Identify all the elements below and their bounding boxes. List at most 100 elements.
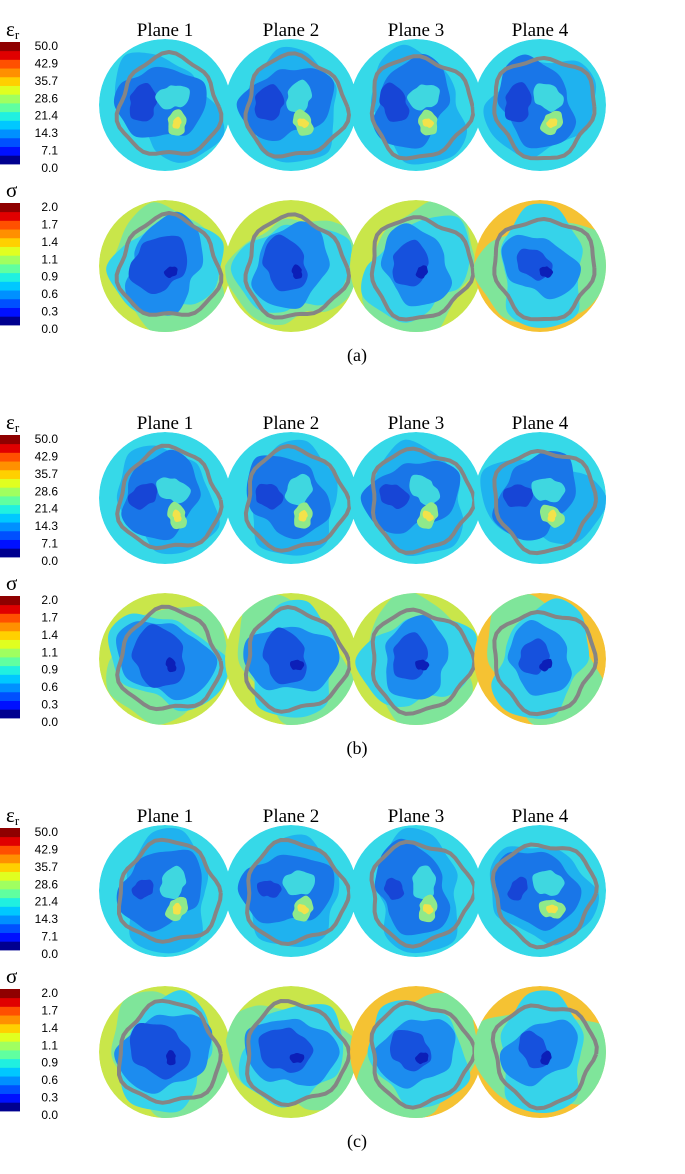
colorbar-segment [0,1076,20,1086]
colorbar-segment [0,111,20,121]
colorbar-symbol: εr [6,17,20,42]
boundary [243,212,352,320]
contour-region [127,483,158,510]
boundary [490,1003,599,1111]
colorbar-segment [0,1067,20,1077]
contour-region [297,904,309,915]
colorbar-segment [0,665,20,675]
contour-region [546,118,558,129]
colorbar-segment [0,76,20,86]
colorbar-segment [0,1050,20,1060]
colorbar-tick: 2.0 [41,200,58,214]
contour-region [156,477,191,504]
contour-region [256,880,282,898]
colorbar-segment [0,452,20,462]
contour-region [284,473,313,506]
colorbar-tick: 1.1 [41,1038,58,1052]
colorbar-tick: 0.0 [41,715,58,729]
colorbar-segment [0,548,20,558]
colorbar-tick: 2.0 [41,986,58,1000]
colorbar-symbol: σ [6,571,17,595]
contour-map [225,39,357,171]
boundary [115,443,224,551]
contour-map [350,825,482,957]
contour-region [172,509,182,522]
boundary [370,446,477,555]
colorbar-segment [0,246,20,256]
colorbar-segment [0,709,20,719]
colorbar-segment [0,155,20,165]
contour-map [225,825,357,957]
boundary [369,215,476,322]
colorbar-segment [0,220,20,230]
colorbar-segment [0,880,20,890]
colorbar-segment [0,1023,20,1033]
colorbar-segment [0,897,20,907]
colorbar-tick: 42.9 [35,56,59,70]
colorbar-segment [0,211,20,221]
contour-map [350,432,482,564]
colorbar-segment [0,997,20,1007]
colorbar-tick: 1.4 [41,235,58,249]
colorbar-segment [0,613,20,623]
contour-region [539,266,554,278]
symbol: σ [6,571,17,595]
colorbar-segment [0,120,20,130]
colorbar-segment [0,290,20,300]
contour-region [546,904,559,914]
contour-region [297,118,310,128]
colorbar-segment [0,932,20,942]
contour-region [166,1050,176,1066]
colorbar-segment [0,478,20,488]
contour-map [474,825,606,957]
colorbar-tick: 14.3 [35,126,59,140]
colorbar-segment [0,854,20,864]
colorbar-tick: 35.7 [35,860,59,874]
colorbar-segment [0,657,20,667]
plane-title: Plane 1 [137,806,193,827]
colorbar-segment [0,915,20,925]
boundary [243,444,352,553]
colorbar-segment [0,596,20,606]
plane-title: Plane 2 [263,413,319,434]
contour-region [531,478,566,503]
contour-region [507,876,528,901]
boundary [492,217,597,322]
contour-region [415,1052,429,1065]
contour-region [383,877,405,900]
contour-map [350,39,482,171]
colorbar-tick: 28.6 [35,91,59,105]
colorbar-segment [0,923,20,933]
colorbar-tick: 14.3 [35,912,59,926]
contour-region [128,235,188,295]
contour-region [286,79,313,114]
colorbar-tick: 0.6 [41,287,58,301]
colorbar-tick: 2.0 [41,593,58,607]
colorbar-segment [0,255,20,265]
colorbar-segment [0,443,20,453]
contour-region [262,627,307,685]
contour-region [129,1022,191,1080]
contour-map [350,593,482,725]
contour-region [502,484,534,507]
colorbar-symbol: σ [6,178,17,202]
boundary [369,839,477,949]
colorbar-segment [0,530,20,540]
colorbar-symbol: εr [6,803,20,828]
contour-region [379,82,410,122]
symbol: ε [6,410,15,434]
contour-map [99,200,231,332]
colorbar-tick: 0.3 [41,1091,58,1105]
contour-region [155,85,190,110]
plane-title: Plane 4 [512,413,569,434]
contour-map [225,432,357,564]
colorbar-segment [0,522,20,532]
colorbar-tick: 28.6 [35,877,59,891]
contour-region [289,1052,305,1063]
colorbar-segment [0,871,20,881]
colorbar-segment [0,504,20,514]
colorbar-segment [0,906,20,916]
colorbar-tick: 21.4 [35,502,59,516]
colorbar-segment [0,828,20,838]
colorbar-tick: 1.7 [41,1003,58,1017]
